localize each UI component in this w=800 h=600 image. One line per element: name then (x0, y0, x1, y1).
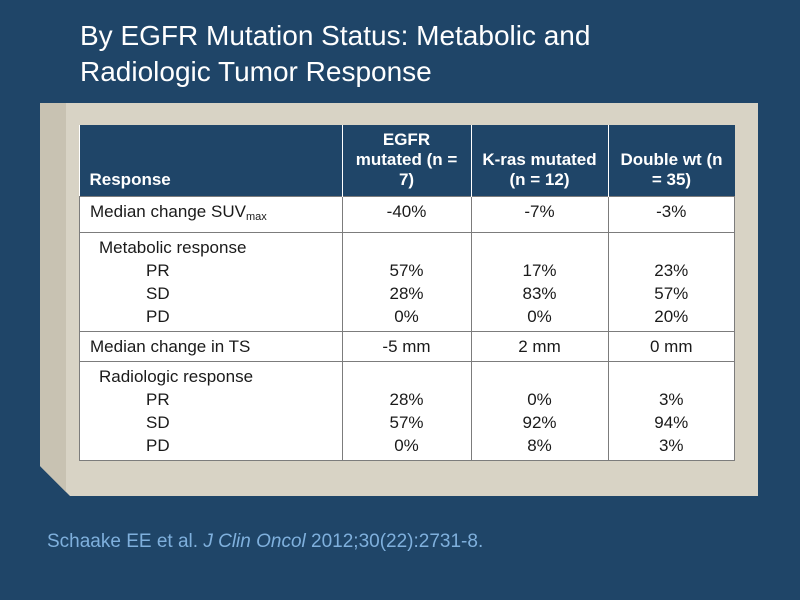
header-double-wt: Double wt (n = 35) (607, 125, 735, 197)
header-response: Response (79, 125, 342, 197)
median-ts-double: 0 mm (607, 331, 735, 362)
median-suv-double: -3% (607, 196, 735, 233)
row-radiologic-response: Radiologic response PR SD PD 28% 57% 0% … (79, 361, 735, 461)
response-table: Response EGFR mutated (n = 7) K-ras muta… (79, 125, 735, 461)
median-suv-egfr: -40% (341, 196, 472, 233)
median-suv-kras: -7% (470, 196, 609, 233)
header-egfr: EGFR mutated (n = 7) (341, 125, 471, 197)
radiologic-egfr: 28% 57% 0% (341, 361, 472, 461)
table-header-row: Response EGFR mutated (n = 7) K-ras muta… (79, 125, 735, 197)
median-ts-kras: 2 mm (470, 331, 609, 362)
row-median-suv: Median change SUVmax -40% -7% -3% (79, 196, 735, 233)
citation-journal: J Clin Oncol (203, 531, 306, 552)
metabolic-kras: 17% 83% 0% (470, 232, 609, 332)
citation-authors: Schaake EE et al. (47, 531, 199, 552)
radiologic-kras: 0% 92% 8% (470, 361, 609, 461)
header-kras: K-ras mutated (n = 12) (470, 125, 608, 197)
metabolic-double: 23% 57% 20% (607, 232, 735, 332)
slide-title-line-2: Radiologic Tumor Response (80, 56, 432, 87)
citation: Schaake EE et al. J Clin Oncol 2012;30(2… (47, 531, 483, 553)
metabolic-egfr: 57% 28% 0% (341, 232, 472, 332)
radiologic-double: 3% 94% 3% (607, 361, 735, 461)
median-suv-label: Median change SUVmax (79, 196, 343, 233)
median-ts-egfr: -5 mm (341, 331, 472, 362)
slide-title: By EGFR Mutation Status: Metabolic and R… (80, 18, 760, 90)
median-ts-label: Median change in TS (79, 331, 343, 362)
citation-ref: 2012;30(22):2731-8. (311, 531, 484, 552)
radiologic-response-label: Radiologic response PR SD PD (79, 361, 343, 461)
slide-title-line-1: By EGFR Mutation Status: Metabolic and (80, 20, 591, 51)
row-metabolic-response: Metabolic response PR SD PD 57% 28% 0% 1… (79, 232, 735, 332)
metabolic-response-label: Metabolic response PR SD PD (79, 232, 343, 332)
row-median-ts: Median change in TS -5 mm 2 mm 0 mm (79, 331, 735, 362)
